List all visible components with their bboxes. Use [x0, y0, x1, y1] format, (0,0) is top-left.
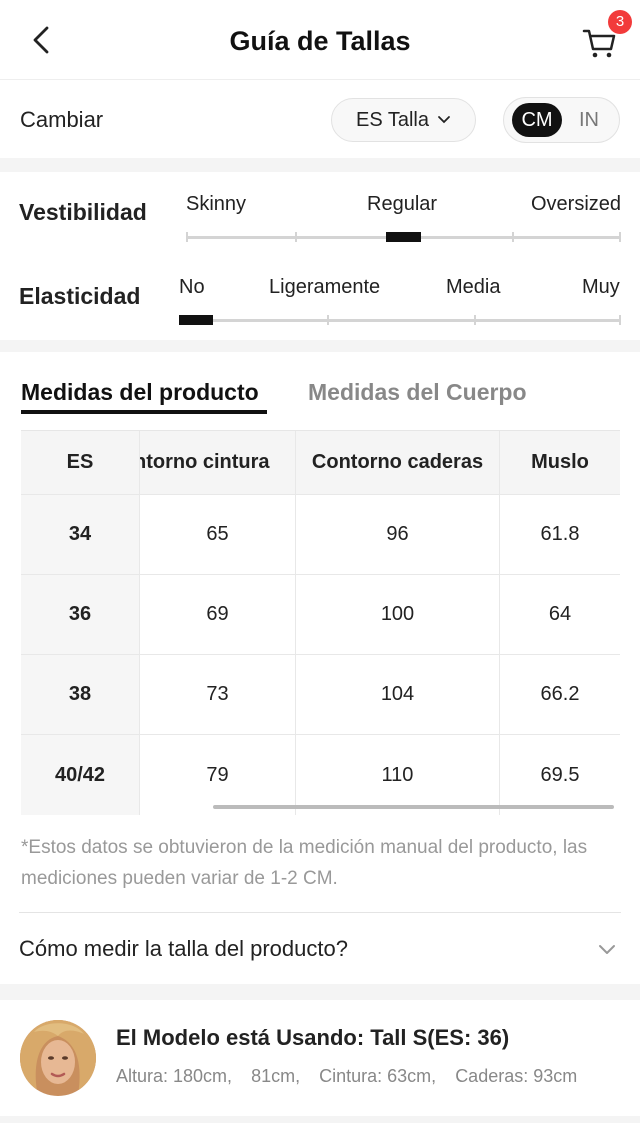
elasticity-option-slightly: Ligeramente: [269, 276, 381, 298]
table-cell-waist: 73: [140, 655, 296, 735]
table-row-size: 40/42: [21, 735, 140, 815]
table-cell-thigh: 66.2: [500, 655, 620, 735]
table-header-size: ES: [21, 431, 140, 495]
fit-scale-tick: [512, 232, 514, 242]
table-cell-waist: 65: [140, 495, 296, 575]
change-label: Cambiar: [20, 107, 104, 132]
section-gap: [0, 984, 640, 1000]
fit-selected-marker: [386, 232, 421, 242]
elasticity-scale-track: [179, 319, 621, 322]
unit-toggle: CM IN: [503, 97, 620, 143]
table-cell-hips: 110: [296, 735, 500, 815]
model-stats: Altura: 180cm, 81cm, Cintura: 63cm, Cade…: [116, 1066, 591, 1087]
model-bust: 81cm,: [251, 1066, 301, 1086]
how-to-measure-label: Cómo medir la talla del producto?: [19, 936, 348, 961]
fit-scale-tick: [619, 232, 621, 242]
model-size-title: El Modelo está Usando: Tall S(ES: 36): [116, 1025, 510, 1050]
model-height: Altura: 180cm,: [116, 1066, 233, 1086]
fit-section: Vestibilidad Skinny Regular Oversized El…: [0, 172, 640, 340]
size-system-value: ES Talla: [355, 108, 429, 131]
section-gap: [0, 158, 640, 172]
elasticity-scale-tick: [327, 315, 329, 325]
active-tab-underline: [21, 410, 267, 414]
fit-scale-tick: [295, 232, 297, 242]
table-cell-hips: 96: [296, 495, 500, 575]
table-cell-hips: 100: [296, 575, 500, 655]
tab-body-measurements[interactable]: Medidas del Cuerpo: [308, 379, 527, 405]
table-horizontal-scrollbar[interactable]: [213, 805, 614, 809]
chevron-down-icon: [438, 116, 450, 124]
model-waist: Cintura: 63cm,: [319, 1066, 437, 1086]
measurement-note: *Estos datos se obtuvieron de la medició…: [21, 837, 588, 889]
table-header-waist: ntorno cintura: [140, 431, 296, 495]
table-cell-thigh: 64: [500, 575, 620, 655]
cart-icon[interactable]: [580, 22, 620, 62]
unit-in-option[interactable]: IN: [579, 109, 599, 131]
table-header-hips: Contorno caderas: [296, 431, 500, 495]
table-header-thigh: Muslo: [500, 431, 620, 495]
divider: [19, 912, 621, 913]
cart-count-badge: 3: [608, 10, 632, 34]
elasticity-option-no: No: [179, 276, 205, 298]
elasticity-label: Elasticidad: [19, 283, 141, 309]
model-info: El Modelo está Usando: Tall S(ES: 36) Al…: [0, 1000, 640, 1116]
table-row-size: 38: [21, 655, 140, 735]
table-row-size: 36: [21, 575, 140, 655]
elasticity-scale-tick: [474, 315, 476, 325]
size-table[interactable]: ES ntorno cintura Contorno caderas Muslo…: [21, 430, 620, 815]
section-gap: [0, 1116, 640, 1123]
table-cell-hips: 104: [296, 655, 500, 735]
table-cell-waist: 69: [140, 575, 296, 655]
elasticity-option-very: Muy: [582, 276, 620, 298]
fit-scale-tick: [186, 232, 188, 242]
table-cell-thigh: 61.8: [500, 495, 620, 575]
fit-option-oversized: Oversized: [531, 193, 622, 215]
model-hips: Caderas: 93cm: [455, 1066, 578, 1086]
settings-row: Cambiar ES Talla CM IN: [0, 80, 640, 158]
unit-cm-option[interactable]: CM: [512, 103, 562, 137]
elasticity-scale-tick: [619, 315, 621, 325]
size-system-select[interactable]: ES Talla: [331, 98, 476, 142]
chevron-down-icon: [599, 945, 615, 954]
back-chevron-icon[interactable]: [24, 22, 60, 58]
elasticity-selected-marker: [179, 315, 213, 325]
top-bar: Guía de Tallas 3: [0, 0, 640, 80]
model-avatar: [20, 1020, 96, 1096]
fit-label: Vestibilidad: [19, 199, 147, 225]
table-cell-thigh: 69.5: [540, 764, 580, 786]
page-title: Guía de Tallas: [229, 26, 411, 56]
elasticity-option-medium: Media: [446, 276, 501, 298]
section-gap: [0, 340, 640, 352]
tab-product-measurements[interactable]: Medidas del producto: [21, 379, 259, 405]
table-cell-waist: 79: [140, 735, 296, 815]
measurement-tabs: Medidas del producto Medidas del Cuerpo: [0, 352, 640, 414]
how-to-measure-row[interactable]: Cómo medir la talla del producto?: [0, 914, 640, 984]
fit-option-skinny: Skinny: [186, 193, 247, 215]
table-header-waist-text: ntorno cintura: [140, 451, 270, 473]
fit-option-regular: Regular: [367, 193, 438, 215]
table-row-size: 34: [21, 495, 140, 575]
